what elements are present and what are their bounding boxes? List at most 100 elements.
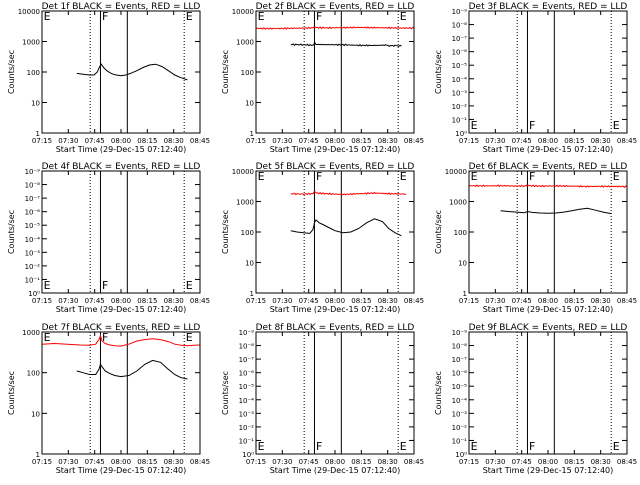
flag-label-e: E [44,279,51,292]
flag-label-e: E [471,440,478,453]
flag-label-e: E [186,10,193,23]
y-tick-label: 10⁻³ [452,410,468,418]
y-tick-label: 10⁻⁷ [452,356,468,364]
y-tick-label: 10⁻⁷ [452,35,468,43]
series-line-events [76,359,188,380]
plot-title: Det 3f BLACK = Events, RED = LLD [469,2,628,12]
x-tick-label: 07:45 [512,458,532,466]
y-tick-label: 10⁻¹ [452,437,468,445]
x-tick-label: 07:30 [272,458,292,466]
y-axis-label: Counts/sec [7,50,16,94]
x-tick-label: 08:45 [404,297,424,305]
plot-det5: Det 5f BLACK = Events, RED = LLD 1 10 100 10… [221,162,424,314]
y-tick-label: 10000 [232,8,254,16]
x-axis-label: Start Time (29-Dec-15 07:12:40) [56,466,187,475]
x-tick-label: 08:30 [378,458,398,466]
y-tick-label: 10 [31,100,40,108]
x-tick-label: 08:00 [538,458,558,466]
x-tick-label: 07:30 [272,297,292,305]
y-tick-label: 10⁻⁵ [452,62,468,70]
x-tick-label: 08:15 [137,297,157,305]
x-tick-label: 08:30 [591,297,611,305]
y-tick-label: 10⁻³ [452,89,468,97]
x-axis-label: Start Time (29-Dec-15 07:12:40) [270,305,401,314]
plot-det8: Det 8f BLACK = Events, RED = LLD 10⁰ 10⁻¹ 1… [221,323,424,475]
plot-frame [468,170,628,294]
x-tick-label: 07:15 [32,297,52,305]
x-tick-label: 08:00 [325,458,345,466]
x-tick-label: 08:30 [164,137,184,145]
x-tick-label: 08:15 [564,137,584,145]
y-tick-label: 10⁻⁸ [452,22,468,30]
x-tick-label: 08:30 [591,458,611,466]
y-tick-label: 10⁻² [239,424,255,432]
y-tick-label: 100 [241,69,254,77]
x-tick-label: 08:45 [617,137,637,145]
flag-label-f: F [529,440,535,453]
x-tick-label: 07:45 [299,458,319,466]
x-tick-label: 07:45 [299,297,319,305]
plot-title: Det 9f BLACK = Events, RED = LLD [469,323,628,333]
plot-frame [41,170,201,294]
series-line-events [290,218,402,237]
series-line-lld [255,26,415,30]
x-axis-label: Start Time (29-Dec-15 07:12:40) [483,305,614,314]
y-axis-label: Counts/sec [221,50,230,94]
x-tick-label: 07:45 [85,137,105,145]
x-tick-label: 07:30 [272,137,292,145]
series-line-events [500,207,612,215]
x-tick-label: 07:30 [485,137,505,145]
plot-title: Det 6f BLACK = Events, RED = LLD [469,162,628,172]
plot-frame [255,170,415,294]
flag-label-e: E [613,170,620,183]
y-tick-label: 1 [36,451,40,459]
y-tick-label: 1000 [22,329,40,337]
y-tick-label: 100 [27,69,40,77]
x-tick-label: 07:45 [85,458,105,466]
flag-label-e: E [400,170,407,183]
y-tick-label: 10⁻⁷ [239,356,255,364]
x-tick-label: 08:00 [325,137,345,145]
x-tick-label: 08:00 [111,137,131,145]
x-tick-label: 08:15 [351,297,371,305]
y-tick-label: 10⁻⁵ [239,383,255,391]
plot-title: Det 1f BLACK = Events, RED = LLD [42,2,201,12]
y-tick-label: 10⁻⁶ [25,209,41,217]
x-axis-label: Start Time (29-Dec-15 07:12:40) [483,145,614,154]
y-tick-label: 10⁻² [452,103,468,111]
plot-title: Det 4f BLACK = Events, RED = LLD [42,162,201,172]
x-axis-label: Start Time (29-Dec-15 07:12:40) [270,145,401,154]
y-tick-label: 10⁻⁴ [452,76,468,84]
y-tick-label: 100 [27,370,40,378]
x-tick-label: 08:15 [137,137,157,145]
x-tick-label: 08:45 [190,297,210,305]
x-tick-label: 08:00 [111,297,131,305]
y-tick-label: 10 [245,100,254,108]
x-tick-label: 08:30 [378,297,398,305]
y-tick-label: 10⁻⁹ [452,329,468,337]
y-axis-label: Counts/sec [7,210,16,254]
x-tick-label: 08:30 [164,297,184,305]
x-tick-label: 08:15 [351,137,371,145]
x-tick-label: 08:00 [538,137,558,145]
x-tick-label: 08:30 [164,458,184,466]
y-tick-label: 1 [463,290,467,298]
x-tick-label: 07:15 [459,137,479,145]
y-tick-label: 10⁻⁷ [25,195,41,203]
x-tick-label: 08:45 [404,458,424,466]
flag-label-f: F [316,170,322,183]
y-tick-label: 10⁻⁶ [452,370,468,378]
x-tick-label: 08:15 [564,297,584,305]
plot-det6: Det 6f BLACK = Events, RED = LLD 1 10 100 10… [434,162,637,314]
plot-det1: Det 1f BLACK = Events, RED = LLD 1 10 100 10… [7,2,210,154]
plot-title: Det 2f BLACK = Events, RED = LLD [256,2,415,12]
x-tick-label: 07:15 [459,458,479,466]
series-line-lld [290,191,407,196]
y-axis-label: Counts/sec [434,50,443,94]
flag-label-e: E [400,10,407,23]
plot-frame [255,331,415,455]
y-tick-label: 100 [241,229,254,237]
x-tick-label: 07:15 [246,137,266,145]
x-axis-label: Start Time (29-Dec-15 07:12:40) [56,145,187,154]
